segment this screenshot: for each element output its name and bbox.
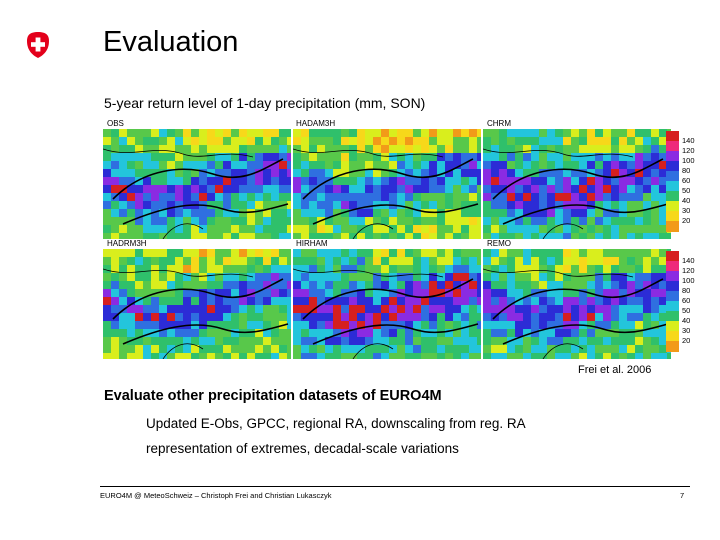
footer-divider <box>100 486 690 487</box>
precip-field-image <box>483 249 671 359</box>
section-heading: Evaluate other precipitation datasets of… <box>104 388 442 404</box>
figure-subtitle: 5-year return level of 1-day precipitati… <box>104 95 426 111</box>
legend-tick-label: 100 <box>682 156 695 165</box>
legend-tick-label: 20 <box>682 216 691 225</box>
panel-label-remo: REMO <box>487 239 511 248</box>
legend-tick-label: 50 <box>682 306 691 315</box>
legend-swatch <box>666 261 679 272</box>
colorbar-legend-bottom: 140 120 100 80 60 50 40 30 20 <box>666 251 706 352</box>
legend-swatch <box>666 321 679 332</box>
legend-swatch <box>666 181 679 192</box>
slide-title: Evaluation <box>103 26 239 58</box>
legend-tick-label: 120 <box>682 146 695 155</box>
legend-swatch <box>666 131 679 142</box>
map-hirham <box>293 249 481 359</box>
legend-tick-label: 60 <box>682 176 691 185</box>
legend-tick-label: 20 <box>682 336 691 345</box>
colorbar-legend-top: 140 120 100 80 60 50 40 30 20 <box>666 131 706 232</box>
legend-swatch <box>666 191 679 202</box>
legend-swatch <box>666 171 679 182</box>
legend-swatch <box>666 201 679 212</box>
precip-field-image <box>293 129 481 239</box>
panel-label-hadrm3h: HADRM3H <box>107 239 147 248</box>
legend-swatch <box>666 301 679 312</box>
legend-tick-label: 120 <box>682 266 695 275</box>
precip-field-image <box>103 249 291 359</box>
legend-tick-label: 40 <box>682 316 691 325</box>
legend-swatch <box>666 271 679 282</box>
panel-label-chrm: CHRM <box>487 119 511 128</box>
legend-tick-label: 50 <box>682 186 691 195</box>
legend-swatch <box>666 281 679 292</box>
panel-label-hadam3h: HADAM3H <box>296 119 336 128</box>
precip-field-image <box>483 129 671 239</box>
map-obs <box>103 129 291 239</box>
figure-credit: Frei et al. 2006 <box>578 364 652 376</box>
legend-swatch <box>666 161 679 172</box>
legend-tick-label: 40 <box>682 196 691 205</box>
legend-tick-label: 140 <box>682 256 695 265</box>
legend-tick-label: 140 <box>682 136 695 145</box>
legend-swatch <box>666 221 679 232</box>
legend-swatch <box>666 331 679 342</box>
legend-swatch <box>666 341 679 352</box>
legend-swatch <box>666 291 679 302</box>
legend-tick-label: 80 <box>682 286 691 295</box>
legend-swatch <box>666 141 679 152</box>
precipitation-maps-figure: OBS HADAM3H CHRM HADRM3H HIRHAM REMO <box>103 117 671 359</box>
legend-tick-label: 60 <box>682 296 691 305</box>
legend-tick-label: 30 <box>682 326 691 335</box>
precip-field-image <box>103 129 291 239</box>
map-chrm <box>483 129 671 239</box>
panel-label-hirham: HIRHAM <box>296 239 328 248</box>
panel-label-obs: OBS <box>107 119 124 128</box>
bullet-item-datasets: Updated E-Obs, GPCC, regional RA, downsc… <box>146 416 526 431</box>
legend-swatch <box>666 151 679 162</box>
map-hadrm3h <box>103 249 291 359</box>
footer-text: EURO4M @ MeteoSchweiz – Christoph Frei a… <box>100 491 332 500</box>
legend-tick-label: 30 <box>682 206 691 215</box>
map-hadam3h <box>293 129 481 239</box>
legend-tick-label: 80 <box>682 166 691 175</box>
legend-swatch <box>666 211 679 222</box>
precip-field-image <box>293 249 481 359</box>
map-remo <box>483 249 671 359</box>
page-number: 7 <box>680 491 685 500</box>
legend-tick-label: 100 <box>682 276 695 285</box>
legend-swatch <box>666 251 679 262</box>
legend-swatch <box>666 311 679 322</box>
bullet-item-extremes: representation of extremes, decadal-scal… <box>146 441 459 456</box>
swiss-cross-logo <box>27 32 49 58</box>
